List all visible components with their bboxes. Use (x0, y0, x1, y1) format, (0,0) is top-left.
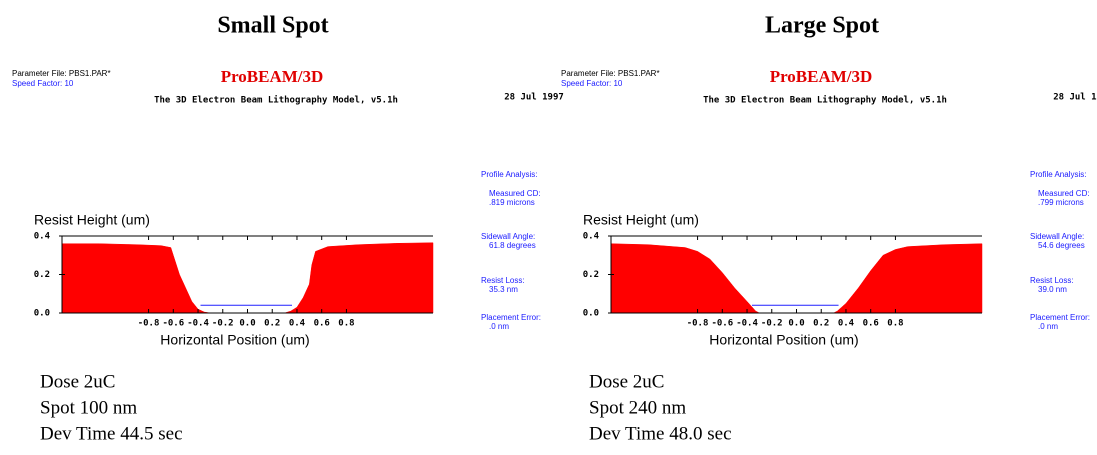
profile-analysis-text: 61.8 degrees (489, 241, 536, 250)
profile-analysis-text: Sidewall Angle: (1030, 232, 1084, 241)
profile-analysis-text: Resist Loss: (481, 276, 525, 285)
profile-analysis-text: 54.6 degrees (1038, 241, 1085, 250)
x-tick-label: 0.6 (863, 319, 879, 329)
resist-profile (610, 243, 983, 314)
profile-analysis-text: Profile Analysis: (1030, 170, 1086, 179)
y-tick-label: 0.0 (583, 309, 599, 319)
x-axis-label: Horizontal Position (um) (709, 332, 858, 348)
speed-factor: Speed Factor: 10 (12, 79, 74, 88)
x-tick-label: -0.2 (761, 319, 783, 329)
panel-title: Small Spot (217, 13, 328, 39)
x-tick-label: 0.0 (788, 319, 804, 329)
x-tick-label: -0.8 (138, 319, 160, 329)
y-axis-label: Resist Height (um) (583, 212, 699, 228)
resist-profile (61, 242, 434, 314)
date: 28 Jul 1997 (1053, 93, 1097, 103)
profile-analysis-text: Placement Error: (481, 313, 541, 322)
x-tick-label: -0.4 (187, 319, 209, 329)
profile-analysis-text: Resist Loss: (1030, 276, 1074, 285)
profile-analysis-text: Measured CD: (1038, 189, 1090, 198)
x-tick-label: 0.8 (887, 319, 903, 329)
y-tick-label: 0.2 (34, 270, 50, 280)
x-axis-label: Horizontal Position (um) (160, 332, 309, 348)
run-note: Dose 2uC (40, 371, 115, 392)
date: 28 Jul 1997 (504, 93, 564, 103)
y-tick-label: 0.0 (34, 309, 50, 319)
product-name: ProBEAM/3D (221, 67, 324, 86)
model-subtitle: The 3D Electron Beam Lithography Model, … (703, 95, 947, 106)
model-subtitle: The 3D Electron Beam Lithography Model, … (154, 95, 398, 106)
profile-analysis-text: 39.0 nm (1038, 285, 1067, 294)
profile-analysis-text: Profile Analysis: (481, 170, 537, 179)
profile-analysis-text: .799 microns (1038, 198, 1084, 207)
parameter-file: Parameter File: PBS1.PAR* (561, 69, 660, 78)
x-tick-label: 0.4 (838, 319, 855, 329)
x-tick-label: -0.8 (687, 319, 709, 329)
y-tick-label: 0.4 (583, 232, 600, 242)
x-tick-label: -0.4 (736, 319, 758, 329)
x-tick-label: 0.2 (813, 319, 829, 329)
x-tick-label: 0.0 (239, 319, 255, 329)
parameter-file: Parameter File: PBS1.PAR* (12, 69, 111, 78)
x-tick-label: 0.6 (314, 319, 330, 329)
panel: Large Spot Parameter File: PBS1.PAR*Speed… (561, 13, 1097, 445)
run-note: Dose 2uC (589, 371, 664, 392)
x-tick-label: -0.2 (212, 319, 234, 329)
y-axis-label: Resist Height (um) (34, 212, 150, 228)
x-tick-label: 0.2 (264, 319, 280, 329)
speed-factor: Speed Factor: 10 (561, 79, 623, 88)
run-note: Dev Time 48.0 sec (589, 423, 732, 444)
profile-analysis-text: .0 nm (1038, 322, 1058, 331)
x-tick-label: 0.4 (289, 319, 306, 329)
x-tick-label: 0.8 (338, 319, 354, 329)
panel: Small Spot Parameter File: PBS1.PAR*Speed… (12, 13, 564, 445)
x-tick-label: -0.6 (162, 319, 184, 329)
run-note: Spot 100 nm (40, 397, 137, 418)
product-name: ProBEAM/3D (770, 67, 873, 86)
y-tick-label: 0.2 (583, 270, 599, 280)
panel-title: Large Spot (765, 13, 879, 39)
profile-analysis-text: 35.3 nm (489, 285, 518, 294)
run-note: Spot 240 nm (589, 397, 686, 418)
x-tick-label: -0.6 (711, 319, 733, 329)
profile-analysis-text: Placement Error: (1030, 313, 1090, 322)
profile-analysis-text: Measured CD: (489, 189, 541, 198)
profile-analysis-text: .819 microns (489, 198, 535, 207)
y-tick-label: 0.4 (34, 232, 51, 242)
profile-analysis-text: .0 nm (489, 322, 509, 331)
profile-analysis-text: Sidewall Angle: (481, 232, 535, 241)
run-note: Dev Time 44.5 sec (40, 423, 183, 444)
